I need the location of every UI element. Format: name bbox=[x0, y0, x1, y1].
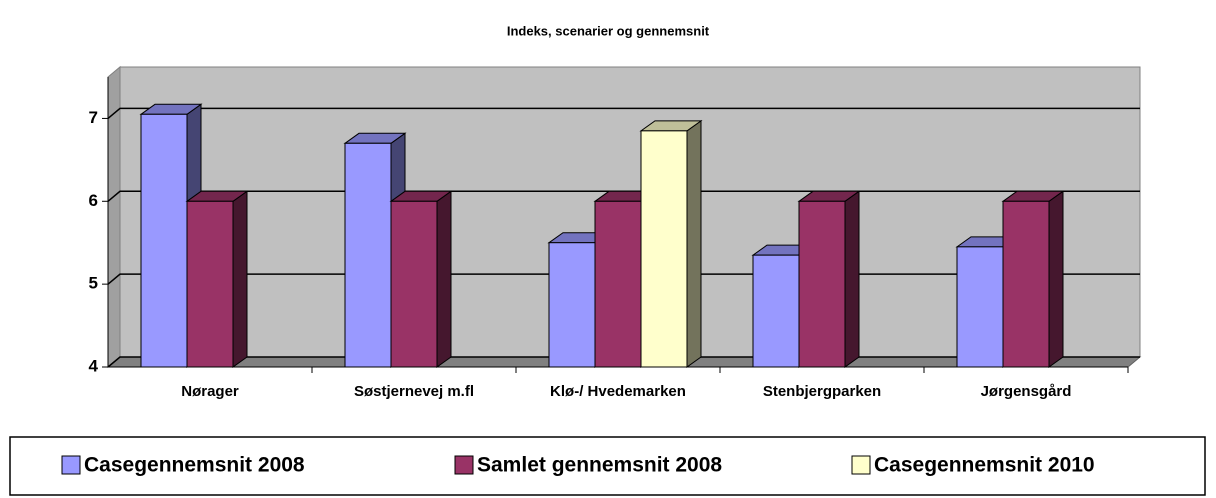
chart-title: Indeks, scenarier og gennemsnit bbox=[507, 23, 710, 38]
bar-side bbox=[1048, 190, 1064, 368]
legend-swatch bbox=[454, 455, 474, 475]
grid-line bbox=[107, 190, 1140, 202]
bar-side bbox=[232, 190, 248, 368]
legend-label: Casegennemsnit 2008 bbox=[84, 454, 305, 477]
bar bbox=[1002, 200, 1050, 368]
bar-side bbox=[686, 119, 702, 368]
bar bbox=[186, 200, 234, 368]
bar bbox=[640, 130, 688, 368]
legend-swatch bbox=[851, 455, 871, 475]
bar bbox=[752, 254, 800, 368]
y-tick-label: 4 bbox=[89, 356, 99, 375]
bar-side bbox=[844, 190, 860, 368]
y-tick-label: 6 bbox=[89, 191, 98, 210]
y-tick-label: 5 bbox=[89, 274, 98, 293]
bar bbox=[344, 142, 392, 368]
legend-label: Samlet gennemsnit 2008 bbox=[477, 454, 722, 477]
bar bbox=[956, 246, 1004, 368]
x-tick-label: Nørager bbox=[181, 383, 239, 400]
bar bbox=[594, 200, 642, 368]
bar bbox=[390, 200, 438, 368]
bar bbox=[548, 242, 596, 368]
legend-swatch bbox=[61, 455, 81, 475]
x-tick-label: Stenbjergparken bbox=[763, 383, 881, 400]
grid-line bbox=[107, 107, 1140, 120]
y-tick-label: 7 bbox=[89, 108, 98, 127]
x-tick-label: Klø-/ Hvedemarken bbox=[550, 383, 686, 400]
bar bbox=[798, 200, 846, 368]
legend-box bbox=[9, 436, 1206, 496]
bar-side bbox=[436, 190, 452, 368]
bar bbox=[140, 113, 188, 368]
x-tick-label: Jørgensgård bbox=[981, 383, 1072, 400]
legend-label: Casegennemsnit 2010 bbox=[874, 454, 1095, 477]
x-tick-label: Søstjernevej m.fl bbox=[354, 383, 474, 400]
side-wall bbox=[107, 65, 121, 369]
